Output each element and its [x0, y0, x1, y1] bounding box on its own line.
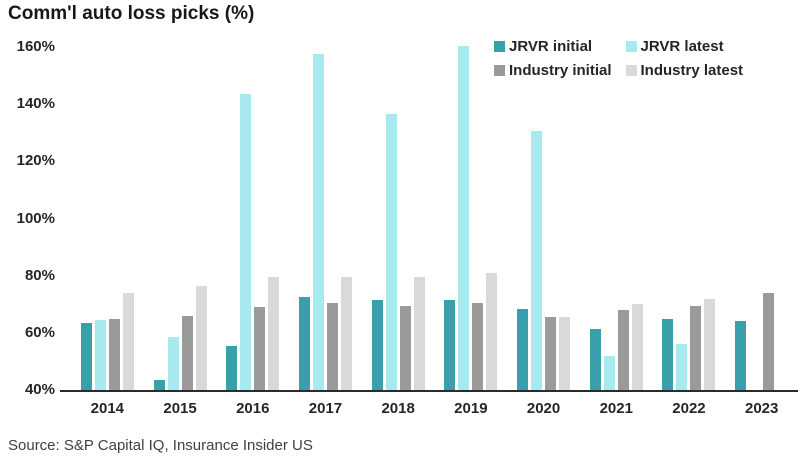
- bar: [444, 300, 456, 390]
- legend-label: Industry initial: [509, 62, 612, 79]
- bar-group-2021: [580, 47, 653, 390]
- y-tick-label: 40%: [24, 381, 55, 398]
- legend-swatch-jrvr-initial: [494, 41, 505, 52]
- bar: [559, 317, 571, 390]
- bar: [413, 277, 425, 390]
- bar: [240, 94, 252, 390]
- x-tick-label: 2018: [381, 400, 415, 417]
- x-tick-label: 2016: [236, 400, 270, 417]
- y-tick-label: 100%: [16, 209, 55, 227]
- bar: [662, 318, 674, 390]
- bar: [94, 320, 106, 390]
- bar: [589, 328, 601, 390]
- legend-item-jrvr-initial: JRVR initial: [494, 38, 612, 55]
- legend-item-industry-latest: Industry latest: [625, 62, 744, 79]
- bar: [312, 54, 324, 390]
- bar: [704, 298, 716, 390]
- bar: [486, 272, 498, 390]
- bar: [122, 292, 134, 390]
- bar: [517, 308, 529, 390]
- legend-item-jrvr-latest: JRVR latest: [625, 38, 744, 55]
- x-tick-label: 2015: [163, 400, 197, 417]
- bar: [690, 305, 702, 390]
- legend-swatch-jrvr-latest: [625, 41, 637, 52]
- bar-group-2019: [435, 45, 508, 390]
- x-tick-label: 2017: [308, 400, 343, 417]
- bar: [735, 321, 747, 390]
- y-tick-label: 80%: [24, 266, 55, 284]
- bar-group-2014: [71, 47, 144, 390]
- x-axis: 2014 2015 2016 2017 2018 2019 2020 2021 2022 2023: [71, 400, 798, 417]
- bar: [385, 114, 397, 390]
- bar: [531, 131, 543, 390]
- bar-group-2015: [144, 47, 217, 390]
- bar: [371, 300, 383, 390]
- bar-group-2020: [507, 47, 580, 390]
- y-tick-label: 120%: [16, 152, 55, 170]
- x-tick-label: 2022: [672, 400, 706, 417]
- bar: [472, 302, 484, 390]
- x-tick-label: 2019: [454, 400, 488, 417]
- source-note: Source: S&P Capital IQ, Insurance Inside…: [8, 437, 313, 454]
- bar: [340, 277, 352, 390]
- bar: [181, 315, 193, 390]
- bar: [545, 317, 557, 390]
- legend-item-industry-initial: Industry initial: [494, 62, 612, 79]
- bar-group-2018: [362, 47, 435, 390]
- legend-label: JRVR initial: [509, 38, 593, 55]
- x-tick-label: 2020: [526, 400, 561, 417]
- x-tick-label: 2014: [90, 400, 125, 417]
- bar: [195, 285, 207, 390]
- bar: [763, 292, 775, 390]
- bar: [631, 304, 643, 390]
- bar: [254, 307, 266, 390]
- bar: [226, 345, 238, 390]
- bar: [108, 318, 120, 390]
- bar-group-2023: [725, 47, 798, 390]
- plot-area: [71, 45, 798, 390]
- bar: [676, 344, 688, 390]
- x-tick-label: 2021: [599, 400, 633, 417]
- x-tick-label: 2023: [744, 400, 779, 417]
- y-tick-label: 160%: [16, 38, 55, 55]
- bar: [298, 297, 310, 390]
- bar: [617, 310, 629, 390]
- y-tick-label: 140%: [16, 95, 55, 113]
- bar: [399, 305, 411, 390]
- y-tick-label: 60%: [24, 323, 55, 341]
- bar-group-2016: [216, 47, 289, 390]
- bar: [326, 302, 338, 390]
- bar: [167, 337, 179, 390]
- bar: [603, 355, 615, 390]
- bar: [80, 322, 92, 390]
- x-axis-line: [60, 390, 798, 392]
- bar: [268, 277, 280, 390]
- legend-label: JRVR latest: [640, 38, 724, 55]
- legend-label: Industry latest: [640, 62, 744, 79]
- legend-swatch-industry-latest: [625, 65, 637, 76]
- chart-title: Comm'l auto loss picks (%): [8, 3, 255, 24]
- bar-group-2017: [289, 47, 362, 390]
- bar: [153, 380, 165, 390]
- legend: JRVR initial JRVR latest Industry initia…: [494, 38, 743, 79]
- legend-swatch-industry-initial: [494, 65, 505, 76]
- bar-group-2022: [653, 47, 726, 390]
- bar: [458, 45, 470, 390]
